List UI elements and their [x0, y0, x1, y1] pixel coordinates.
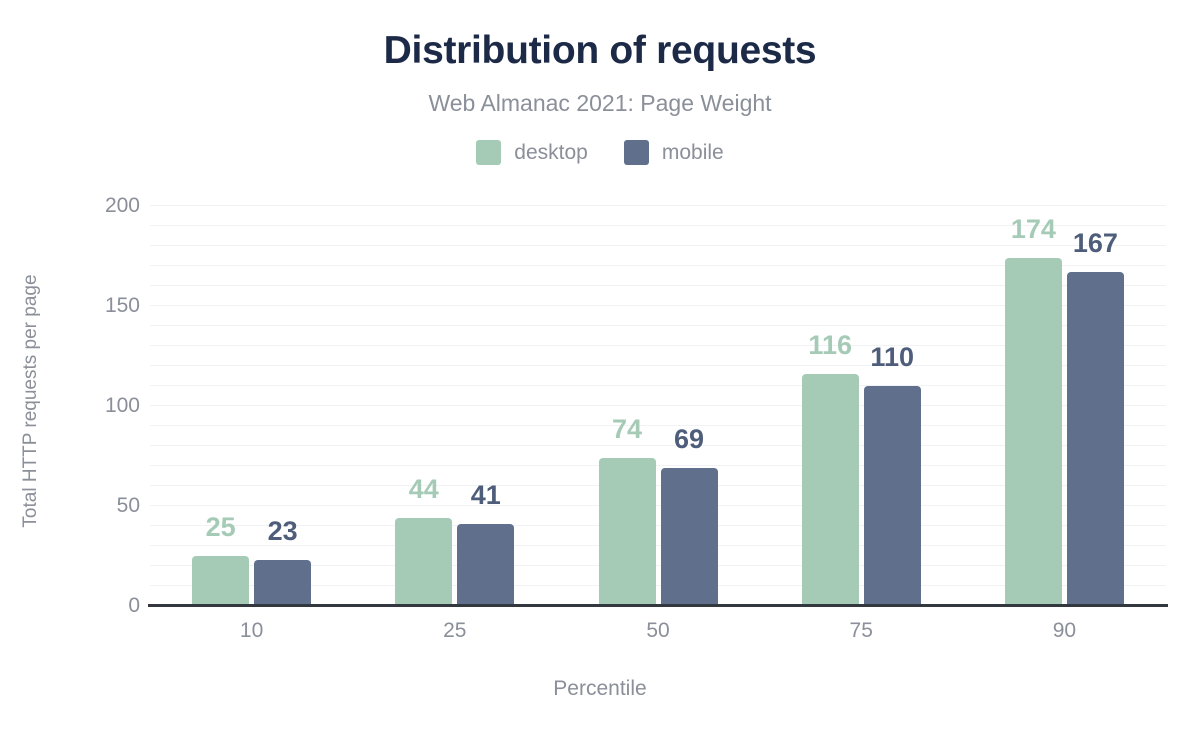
bar-value-label: 110 [870, 342, 914, 372]
legend-label-mobile: mobile [661, 141, 724, 164]
bar-desktop-25[interactable]: 44 [395, 206, 453, 606]
bar-rect[interactable] [1004, 258, 1062, 606]
bar-groups: 25 23 44 41 74 69 116 110 174 167 [150, 206, 1166, 606]
x-tick-label: 10 [239, 619, 264, 642]
x-axis-line [148, 604, 1168, 607]
bar-desktop-90[interactable]: 174 [1004, 206, 1062, 606]
bar-desktop-10[interactable]: 25 [192, 206, 250, 606]
y-tick-label: 150 [104, 294, 140, 317]
bar-value-label: 74 [611, 414, 643, 444]
bar-mobile-50[interactable]: 69 [660, 206, 718, 606]
bar-group: 44 41 [353, 206, 556, 606]
bar-value-label: 44 [408, 474, 439, 504]
x-axis-title: Percentile [553, 677, 647, 700]
chart-subtitle: Web Almanac 2021: Page Weight [428, 90, 772, 116]
y-tick-label: 0 [128, 594, 140, 617]
y-tick-label: 200 [104, 194, 140, 217]
legend-swatch-desktop [476, 140, 502, 165]
bar-mobile-25[interactable]: 41 [457, 206, 515, 606]
bar-rect[interactable] [598, 458, 656, 606]
x-axis-tick-labels: 10 25 50 75 90 [150, 618, 1166, 648]
y-tick-label: 50 [116, 494, 140, 517]
bar-rect[interactable] [192, 556, 250, 606]
bar-value-label: 116 [808, 330, 852, 360]
bar-group: 25 23 [150, 206, 353, 606]
legend-swatch-mobile [623, 140, 649, 165]
bar-rect[interactable] [395, 518, 453, 606]
bar-value-label: 41 [470, 480, 501, 510]
bar-rect[interactable] [801, 374, 859, 606]
bar-value-label: 25 [205, 512, 236, 542]
bar-value-label: 69 [673, 424, 705, 454]
bar-mobile-75[interactable]: 110 [863, 206, 921, 606]
bar-rect[interactable] [863, 386, 921, 606]
x-tick-label: 75 [849, 619, 873, 642]
bar-desktop-75[interactable]: 116 [801, 206, 859, 606]
bar-group: 74 69 [556, 206, 759, 606]
x-tick-label: 25 [443, 619, 467, 642]
bar-mobile-10[interactable]: 23 [254, 206, 312, 606]
chart-legend: desktop mobile [0, 140, 1200, 165]
chart-title: Distribution of requests [383, 29, 817, 72]
legend-item-mobile[interactable]: mobile [623, 140, 724, 165]
bar-value-label: 167 [1072, 228, 1118, 258]
bar-value-label: 174 [1010, 214, 1056, 244]
bar-rect[interactable] [1066, 272, 1124, 606]
bar-rect[interactable] [254, 560, 312, 606]
bar-desktop-50[interactable]: 74 [598, 206, 656, 606]
legend-label-desktop: desktop [514, 141, 588, 164]
bar-group: 174 167 [963, 206, 1166, 606]
bar-group: 116 110 [760, 206, 963, 606]
y-axis-title: Total HTTP requests per page [20, 274, 41, 528]
bar-value-label: 23 [267, 516, 298, 546]
bar-mobile-90[interactable]: 167 [1066, 206, 1124, 606]
x-tick-label: 50 [646, 619, 670, 642]
bar-rect[interactable] [660, 468, 718, 606]
plot-area: 25 23 44 41 74 69 116 110 174 167 [150, 205, 1166, 606]
y-axis-tick-labels: 0 50 100 150 200 [0, 0, 140, 742]
x-tick-label: 90 [1052, 619, 1077, 642]
bar-rect[interactable] [457, 524, 515, 606]
y-tick-label: 100 [104, 394, 140, 417]
legend-item-desktop[interactable]: desktop [476, 140, 588, 165]
